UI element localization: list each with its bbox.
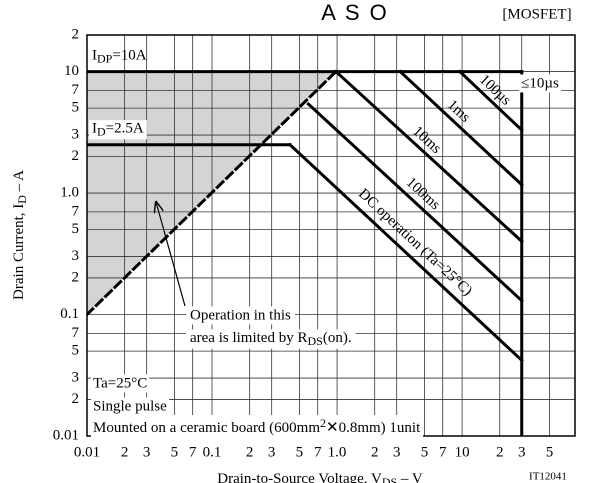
- y-tick-label: 0.01: [53, 427, 79, 443]
- text-part: 2: [320, 416, 326, 430]
- series-line: [457, 69, 524, 133]
- text-part: D: [15, 195, 29, 204]
- x-tick-label: 3: [518, 444, 526, 460]
- text-part: DP: [97, 51, 113, 65]
- annotation: Ta=25°C: [93, 375, 147, 391]
- y-tick-label: 2: [72, 269, 80, 285]
- x-tick-label: 3: [268, 444, 276, 460]
- y-tick-label: 2: [72, 26, 80, 42]
- annotation-arrow: [156, 202, 186, 307]
- text-part: DS: [307, 334, 322, 348]
- text-part: (on).: [323, 330, 352, 346]
- x-tick-label: 0.01: [74, 444, 100, 460]
- text-part: Mounted on a ceramic board (600mm: [93, 420, 320, 436]
- series-line: [333, 69, 524, 244]
- text-part: Drain Current, I: [11, 204, 27, 300]
- y-tick-label: 0.1: [60, 306, 79, 322]
- label-background: [91, 397, 170, 416]
- text-part: – V: [397, 471, 423, 483]
- annotation: Mounted on a ceramic board (600mm2✕0.8mm…: [93, 416, 421, 436]
- figure-code: IT12041: [529, 471, 567, 483]
- annotation: Operation in this: [190, 307, 291, 323]
- chart-title: A S O: [321, 0, 388, 25]
- series-label: ID=2.5A: [92, 121, 144, 138]
- text-part: I: [92, 48, 97, 64]
- x-tick-label: 10: [455, 444, 470, 460]
- y-tick-label: 5: [72, 100, 80, 116]
- x-tick-label: 3: [143, 444, 151, 460]
- y-axis-label: Drain Current, ID – A: [11, 170, 28, 300]
- x-tick-label: 5: [296, 444, 304, 460]
- x-tick-label: 2: [496, 444, 504, 460]
- text-part: I: [92, 121, 97, 137]
- series-line: [398, 69, 524, 187]
- y-tick-label: 5: [72, 343, 80, 359]
- text-part: Drain-to-Source Voltage, V: [217, 471, 382, 483]
- x-tick-label: 2: [246, 444, 254, 460]
- y-tick-label: 3: [72, 248, 80, 264]
- annotation: Single pulse: [93, 398, 167, 414]
- y-tick-label: 3: [72, 127, 80, 143]
- series-label: IDP=10A: [92, 48, 147, 65]
- label-background: [91, 374, 150, 393]
- x-tick-label: 7: [314, 444, 322, 460]
- y-tick-label: 7: [72, 203, 80, 219]
- x-tick-label: 0.1: [203, 444, 222, 460]
- x-tick-label: 2: [371, 444, 379, 460]
- text-part: ✕0.8mm) 1unit: [326, 420, 421, 436]
- text-part: =10A: [112, 48, 146, 64]
- y-tick-label: 3: [72, 369, 80, 385]
- x-tick-label: 5: [171, 444, 179, 460]
- curve-layer: [87, 69, 524, 436]
- text-part: area is limited by R: [190, 330, 307, 346]
- x-tick-label: 5: [421, 444, 429, 460]
- x-tick-label: 5: [546, 444, 554, 460]
- label-background: [519, 74, 562, 93]
- label-background: [89, 120, 147, 140]
- x-tick-label: 7: [189, 444, 197, 460]
- y-tick-label: 1.0: [60, 184, 79, 200]
- annotation: ≤10µs: [521, 75, 559, 91]
- series-line: [287, 142, 524, 363]
- label-background: [186, 329, 356, 349]
- series-line: [306, 101, 524, 303]
- y-tick-label: 5: [72, 221, 80, 237]
- x-tick-label: 2: [121, 444, 129, 460]
- series-line: [87, 69, 339, 317]
- annotation: area is limited by RDS(on).: [190, 330, 352, 347]
- y-tick-label: 7: [72, 325, 80, 341]
- y-tick-label: 7: [72, 82, 80, 98]
- y-tick-label: 2: [72, 148, 80, 164]
- text-part: D: [97, 124, 106, 138]
- label-background: [91, 414, 424, 438]
- text-part: DS: [382, 475, 397, 483]
- x-axis-label: Drain-to-Source Voltage, VDS – V: [217, 471, 423, 483]
- y-tick-label: 10: [64, 63, 79, 79]
- chart-tag: [MOSFET]: [502, 6, 571, 22]
- x-tick-label: 7: [439, 444, 447, 460]
- text-part: =2.5A: [106, 121, 144, 137]
- y-tick-label: 2: [72, 391, 80, 407]
- label-background: [186, 306, 295, 325]
- x-tick-label: 1.0: [328, 444, 347, 460]
- x-tick-label: 3: [393, 444, 401, 460]
- text-part: – A: [11, 170, 27, 195]
